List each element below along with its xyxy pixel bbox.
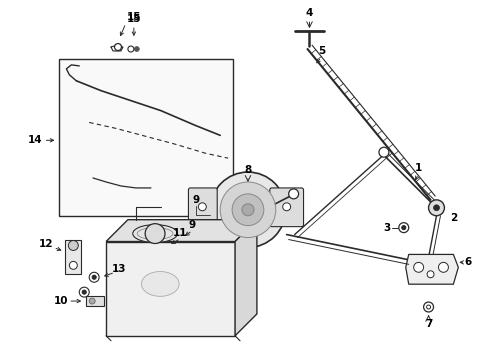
Polygon shape (235, 220, 256, 336)
Text: 10: 10 (54, 296, 68, 306)
Circle shape (423, 302, 433, 312)
Circle shape (68, 240, 78, 251)
Ellipse shape (141, 271, 179, 296)
Circle shape (145, 224, 164, 243)
Text: 15: 15 (126, 14, 141, 24)
Circle shape (438, 262, 447, 272)
Text: 1: 1 (414, 163, 422, 173)
Circle shape (282, 203, 290, 211)
Circle shape (114, 44, 121, 50)
Text: 7: 7 (424, 319, 431, 329)
Circle shape (398, 223, 408, 233)
Bar (86, 296, 104, 306)
Circle shape (82, 290, 86, 294)
Circle shape (426, 305, 429, 309)
Text: 6: 6 (464, 257, 471, 267)
Ellipse shape (133, 225, 177, 243)
Text: 12: 12 (39, 239, 54, 249)
Bar (65, 239, 81, 274)
Polygon shape (106, 242, 235, 336)
Polygon shape (106, 220, 256, 242)
Circle shape (426, 271, 433, 278)
Polygon shape (405, 255, 457, 284)
Circle shape (134, 46, 139, 51)
Circle shape (128, 46, 134, 52)
Circle shape (89, 272, 99, 282)
Text: 5: 5 (317, 46, 325, 56)
Text: 11: 11 (173, 228, 187, 238)
Bar (60, 59, 233, 216)
Circle shape (232, 194, 264, 226)
Text: 15: 15 (126, 12, 141, 22)
Circle shape (89, 298, 95, 304)
FancyBboxPatch shape (269, 188, 303, 227)
Circle shape (288, 189, 298, 199)
Circle shape (242, 204, 253, 216)
Text: 9: 9 (188, 220, 196, 230)
Circle shape (413, 262, 423, 272)
Circle shape (220, 182, 275, 238)
Circle shape (401, 226, 405, 230)
FancyBboxPatch shape (188, 188, 217, 227)
Circle shape (378, 147, 388, 157)
Text: 13: 13 (111, 264, 126, 274)
Text: 8: 8 (244, 165, 251, 175)
Circle shape (198, 203, 206, 211)
Circle shape (210, 172, 285, 247)
Circle shape (433, 205, 439, 211)
Circle shape (79, 287, 89, 297)
Text: 9: 9 (192, 195, 200, 205)
Text: 3: 3 (383, 222, 390, 233)
Circle shape (69, 261, 77, 269)
Text: 14: 14 (28, 135, 43, 145)
Circle shape (92, 275, 96, 279)
Circle shape (427, 200, 444, 216)
Text: 4: 4 (305, 8, 312, 18)
Text: 2: 2 (449, 213, 456, 223)
